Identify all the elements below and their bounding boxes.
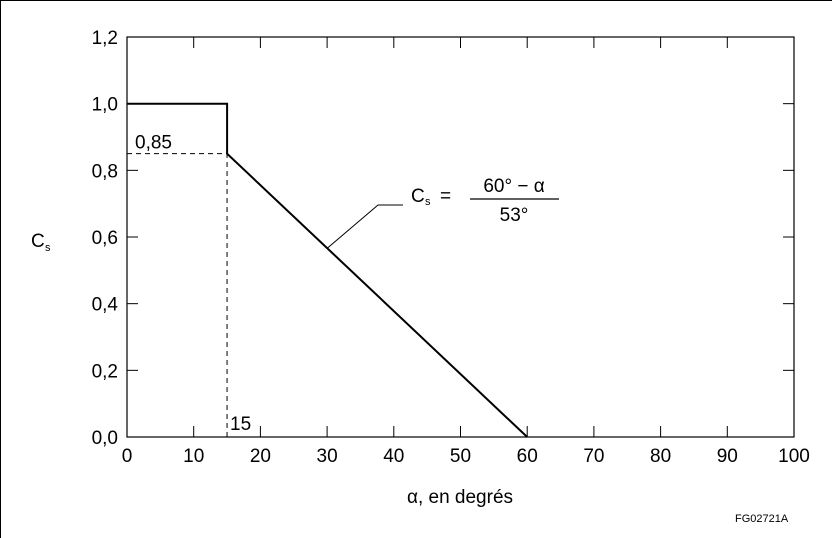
x-tick-label-10: 10 [183, 446, 204, 467]
series-layer [127, 102, 528, 438]
frame-top-border [0, 0, 832, 1]
x-tick-label-70: 70 [583, 446, 604, 467]
x-tick-label-50: 50 [450, 446, 471, 467]
y-tick-label-1: 0,2 [92, 361, 118, 382]
series-line-1 [127, 102, 528, 438]
x-tick-label-90: 90 [717, 446, 738, 467]
formula-numerator: 60° − α [483, 176, 544, 197]
formula-equals: = [440, 186, 451, 207]
x-axis-title: α, en degrés [407, 487, 513, 508]
y-tick-label-0: 0,0 [92, 428, 118, 449]
annotations [326, 204, 403, 249]
y-axis-title-subscript: s [45, 242, 51, 254]
formula-leader-line [326, 204, 403, 249]
x-tick-label-40: 40 [383, 446, 404, 467]
formula-annotation: C s = 60° − α 53° [411, 176, 559, 226]
reference-label-15: 15 [230, 414, 251, 435]
x-tick-label-30: 30 [317, 446, 338, 467]
x-tick-label-80: 80 [650, 446, 671, 467]
formula-lhs-subscript: s [425, 196, 431, 208]
y-tick-label-3: 0,6 [92, 228, 118, 249]
x-tick-label-100: 100 [778, 446, 810, 467]
y-tick-label-5: 1,0 [92, 95, 118, 116]
y-tick-label-6: 1,2 [92, 28, 118, 49]
figure-code: FG02721A [735, 513, 789, 525]
formula-denominator: 53° [500, 205, 529, 226]
x-tick-label-20: 20 [250, 446, 271, 467]
tick-labels: 0 10 20 30 40 50 60 70 80 90 100 0,0 0,2 0,4 0,6 0,8 1,0… [92, 28, 810, 467]
y-axis-title: C [31, 231, 45, 252]
y-tick-label-4: 0,8 [92, 161, 118, 182]
x-tick-label-0: 0 [122, 446, 133, 467]
x-tick-label-60: 60 [517, 446, 538, 467]
reference-label-0-85: 0,85 [135, 133, 172, 154]
formula-lhs: C [411, 186, 425, 207]
frame-left-border [0, 0, 1, 538]
y-tick-label-2: 0,4 [92, 295, 119, 316]
reference-lines: 0,85 15 [127, 133, 251, 437]
